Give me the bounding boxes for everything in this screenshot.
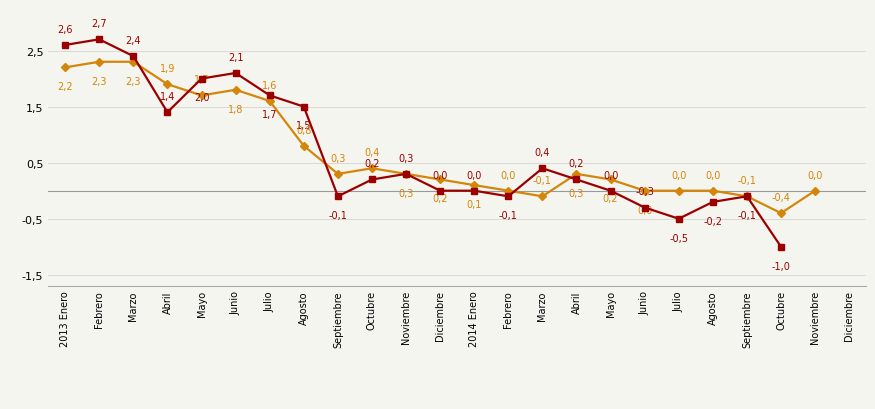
- Text: -0,3: -0,3: [635, 187, 654, 197]
- Text: -0,5: -0,5: [669, 233, 689, 243]
- Text: -0,1: -0,1: [499, 211, 518, 220]
- Text: 0,0: 0,0: [705, 170, 720, 180]
- Text: 0,4: 0,4: [364, 148, 380, 158]
- Text: 1,5: 1,5: [296, 121, 311, 131]
- Text: 2,6: 2,6: [58, 25, 73, 35]
- Text: 1,4: 1,4: [160, 92, 175, 102]
- Text: 0,0: 0,0: [603, 170, 619, 180]
- Text: 0,2: 0,2: [603, 194, 619, 204]
- Text: 1,8: 1,8: [228, 104, 243, 115]
- Text: -0,1: -0,1: [533, 176, 552, 186]
- Text: 0,0: 0,0: [637, 205, 653, 215]
- Text: -0,1: -0,1: [328, 211, 347, 220]
- Text: 0,0: 0,0: [500, 170, 516, 180]
- Text: 1,7: 1,7: [262, 110, 277, 120]
- Text: 0,2: 0,2: [364, 159, 380, 169]
- Text: 1,7: 1,7: [193, 75, 209, 85]
- Text: 0,2: 0,2: [432, 194, 448, 204]
- Text: 1,9: 1,9: [160, 64, 175, 74]
- Text: 0,1: 0,1: [466, 200, 482, 209]
- Text: 1,6: 1,6: [262, 81, 277, 91]
- Text: 0,4: 0,4: [535, 148, 550, 158]
- Text: 0,3: 0,3: [398, 153, 414, 163]
- Text: 2,3: 2,3: [92, 76, 107, 86]
- Text: 0,0: 0,0: [671, 170, 687, 180]
- Text: 2,7: 2,7: [92, 19, 107, 29]
- Text: 2,4: 2,4: [126, 36, 141, 46]
- Text: 2,2: 2,2: [58, 82, 73, 92]
- Text: -0,4: -0,4: [772, 193, 790, 202]
- Text: 2,3: 2,3: [126, 76, 141, 86]
- Text: 0,8: 0,8: [296, 126, 311, 135]
- Text: -0,1: -0,1: [738, 211, 756, 220]
- Text: -0,1: -0,1: [738, 176, 756, 186]
- Text: -1,0: -1,0: [772, 261, 790, 271]
- Text: 0,2: 0,2: [569, 159, 584, 169]
- Text: 0,0: 0,0: [432, 170, 448, 180]
- Text: -0,2: -0,2: [704, 216, 723, 226]
- Text: 0,0: 0,0: [808, 170, 822, 180]
- Text: 0,3: 0,3: [330, 153, 346, 163]
- Text: 2,0: 2,0: [193, 93, 209, 103]
- Text: 0,3: 0,3: [398, 188, 414, 198]
- Text: 0,3: 0,3: [569, 188, 584, 198]
- Text: 2,1: 2,1: [228, 53, 243, 63]
- Text: 0,0: 0,0: [466, 170, 482, 180]
